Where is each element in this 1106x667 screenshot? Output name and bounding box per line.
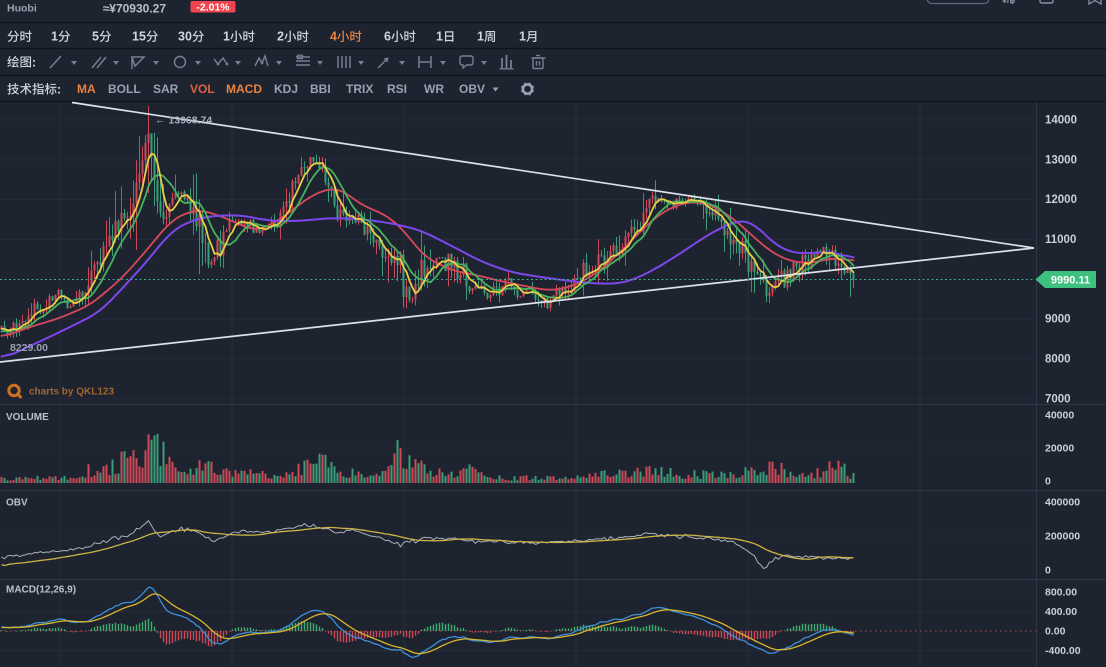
svg-text:-2.01%: -2.01% — [196, 2, 230, 14]
svg-text:RSI: RSI — [387, 82, 407, 96]
svg-text:OBV: OBV — [6, 498, 28, 509]
svg-text:VOLUME: VOLUME — [6, 412, 49, 423]
svg-text:0.00: 0.00 — [1045, 626, 1066, 638]
svg-text:13000: 13000 — [1045, 154, 1077, 166]
svg-text:9990.11: 9990.11 — [1051, 275, 1090, 287]
svg-text:VOL: VOL — [190, 82, 215, 96]
svg-text:≈¥70930.27: ≈¥70930.27 — [103, 2, 167, 16]
svg-text:15: 15 — [132, 30, 146, 44]
svg-text:1: 1 — [51, 30, 58, 44]
svg-text:1: 1 — [477, 30, 484, 44]
svg-text:6: 6 — [384, 30, 391, 44]
svg-text:5: 5 — [92, 30, 99, 44]
svg-text:4: 4 — [330, 30, 337, 44]
svg-text:Huobi: Huobi — [7, 3, 37, 15]
svg-text:7000: 7000 — [1045, 393, 1071, 405]
svg-text:14000: 14000 — [1045, 114, 1077, 126]
svg-text:1: 1 — [519, 30, 526, 44]
svg-text:BOLL: BOLL — [108, 82, 141, 96]
svg-text:MACD(12,26,9): MACD(12,26,9) — [6, 585, 76, 596]
svg-text:-400.00: -400.00 — [1045, 645, 1081, 657]
svg-text:200000: 200000 — [1045, 531, 1080, 543]
svg-text:800.00: 800.00 — [1045, 587, 1077, 599]
svg-text::: : — [32, 56, 36, 70]
svg-text:← 13968.74: ← 13968.74 — [155, 115, 212, 127]
svg-text:12000: 12000 — [1045, 194, 1077, 206]
svg-text:MACD: MACD — [226, 82, 262, 96]
svg-text:TRIX: TRIX — [346, 82, 373, 96]
svg-text:0: 0 — [1045, 565, 1051, 577]
svg-text:charts by QKL123: charts by QKL123 — [29, 387, 114, 398]
svg-text:OBV: OBV — [459, 82, 485, 96]
svg-text:1: 1 — [223, 30, 230, 44]
svg-text:WR: WR — [424, 82, 444, 96]
svg-text:40000: 40000 — [1045, 410, 1074, 422]
svg-text:0: 0 — [1045, 476, 1051, 488]
svg-text:BBI: BBI — [310, 82, 331, 96]
svg-text:¥/฿: ¥/฿ — [1002, 0, 1016, 5]
svg-text:KDJ: KDJ — [274, 82, 298, 96]
svg-text:8229.00: 8229.00 — [10, 342, 48, 354]
svg-text:2: 2 — [277, 30, 284, 44]
svg-text:1: 1 — [436, 30, 443, 44]
svg-text:SAR: SAR — [153, 82, 179, 96]
svg-text::: : — [57, 83, 61, 97]
svg-text:400.00: 400.00 — [1045, 606, 1077, 618]
svg-text:30: 30 — [178, 30, 192, 44]
svg-text:11000: 11000 — [1045, 234, 1076, 246]
svg-text:8000: 8000 — [1045, 354, 1071, 366]
svg-text:400000: 400000 — [1045, 497, 1080, 509]
svg-text:9000: 9000 — [1045, 314, 1071, 326]
svg-text:MA: MA — [77, 82, 96, 96]
svg-text:20000: 20000 — [1045, 443, 1074, 455]
